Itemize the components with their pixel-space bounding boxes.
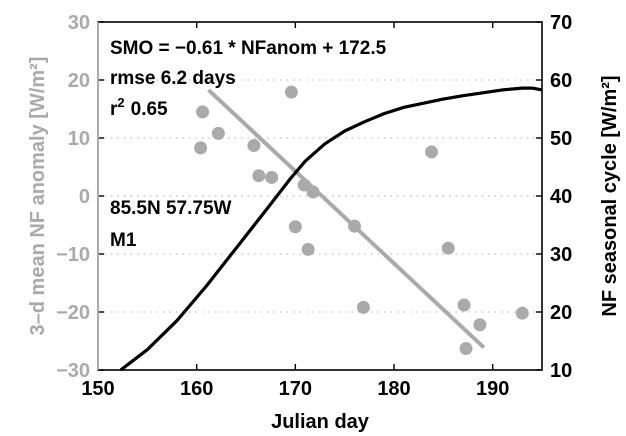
axis-ticks: 150 160 170 180 190 −30 −20 −10 0 10 20 30 10 20 30 40 5… xyxy=(56,12,572,400)
rmse-annotation: rmse 6.2 days xyxy=(110,68,236,89)
seasonal-cycle-line xyxy=(119,86,543,372)
anomaly-point xyxy=(424,145,438,159)
x-tick-label: 180 xyxy=(377,378,410,400)
regression-line xyxy=(207,88,486,349)
anomaly-point xyxy=(356,300,370,314)
anomaly-point xyxy=(459,342,473,356)
data-layer xyxy=(119,85,543,372)
y-right-axis-title: NF seasonal cycle [W/m²] xyxy=(599,75,621,316)
location-annotation: 85.5N 57.75W xyxy=(110,198,232,219)
anomaly-point xyxy=(284,85,298,99)
anomaly-point xyxy=(196,105,210,119)
y-right-tick-label: 40 xyxy=(550,186,572,208)
anomaly-point xyxy=(211,126,225,140)
anomaly-point xyxy=(247,139,261,153)
y-right-tick-label: 30 xyxy=(550,244,572,266)
site-annotation: M1 xyxy=(110,230,137,251)
anomaly-point xyxy=(441,241,455,255)
x-axis-title: Julian day xyxy=(271,411,370,433)
y-left-tick-label: −20 xyxy=(56,302,90,324)
anomaly-point xyxy=(515,306,529,320)
y-left-tick-label: 30 xyxy=(68,12,90,34)
y-right-tick-label: 70 xyxy=(550,12,572,34)
y-left-tick-label: −30 xyxy=(56,360,90,382)
y-left-tick-label: 10 xyxy=(68,128,90,150)
y-right-tick-label: 60 xyxy=(550,70,572,92)
y-left-tick-label: 20 xyxy=(68,70,90,92)
y-left-tick-label: 0 xyxy=(79,186,90,208)
anomaly-point xyxy=(301,242,315,256)
y-left-axis-title: 3–d mean NF anomaly [W/m²] xyxy=(27,57,49,336)
anomaly-point xyxy=(457,298,471,312)
y-right-tick-label: 50 xyxy=(550,128,572,150)
anomaly-point xyxy=(473,318,487,332)
r-squared-annotation: r2 0.65 xyxy=(110,95,168,120)
x-tick-label: 170 xyxy=(279,378,312,400)
x-tick-label: 160 xyxy=(180,378,213,400)
x-tick-label: 150 xyxy=(81,378,114,400)
y-left-tick-label: −10 xyxy=(56,244,90,266)
x-tick-label: 190 xyxy=(476,378,509,400)
equation-annotation: SMO = −0.61 * NFanom + 172.5 xyxy=(110,38,387,59)
anomaly-point xyxy=(252,169,266,183)
y-right-tick-label: 10 xyxy=(550,360,572,382)
y-right-tick-label: 20 xyxy=(550,302,572,324)
anomaly-point xyxy=(265,170,279,184)
anomaly-point xyxy=(288,220,302,234)
anomaly-point xyxy=(194,141,208,155)
